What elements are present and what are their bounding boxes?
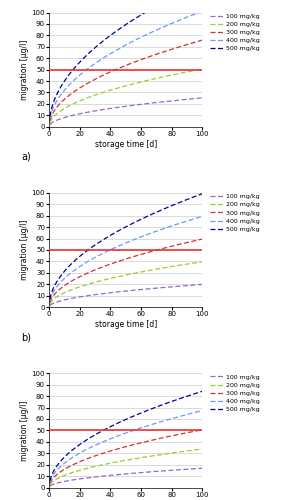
Legend: 100 mg/kg, 200 mg/kg, 300 mg/kg, 400 mg/kg, 500 mg/kg: 100 mg/kg, 200 mg/kg, 300 mg/kg, 400 mg/…	[210, 374, 260, 412]
Text: b): b)	[22, 332, 32, 342]
X-axis label: storage time [d]: storage time [d]	[95, 140, 157, 148]
Y-axis label: migration [µg/l]: migration [µg/l]	[20, 40, 29, 100]
Y-axis label: migration [µg/l]: migration [µg/l]	[20, 400, 29, 460]
Text: a): a)	[22, 152, 31, 162]
X-axis label: storage time [d]: storage time [d]	[95, 320, 157, 329]
Legend: 100 mg/kg, 200 mg/kg, 300 mg/kg, 400 mg/kg, 500 mg/kg: 100 mg/kg, 200 mg/kg, 300 mg/kg, 400 mg/…	[210, 14, 260, 52]
Y-axis label: migration [µg/l]: migration [µg/l]	[20, 220, 29, 280]
Legend: 100 mg/kg, 200 mg/kg, 300 mg/kg, 400 mg/kg, 500 mg/kg: 100 mg/kg, 200 mg/kg, 300 mg/kg, 400 mg/…	[210, 194, 260, 232]
